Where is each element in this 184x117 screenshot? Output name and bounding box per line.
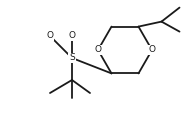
Text: O: O xyxy=(95,46,102,55)
Text: O: O xyxy=(148,46,155,55)
Text: O: O xyxy=(68,31,75,40)
Text: S: S xyxy=(69,53,75,62)
Text: O: O xyxy=(47,31,54,40)
